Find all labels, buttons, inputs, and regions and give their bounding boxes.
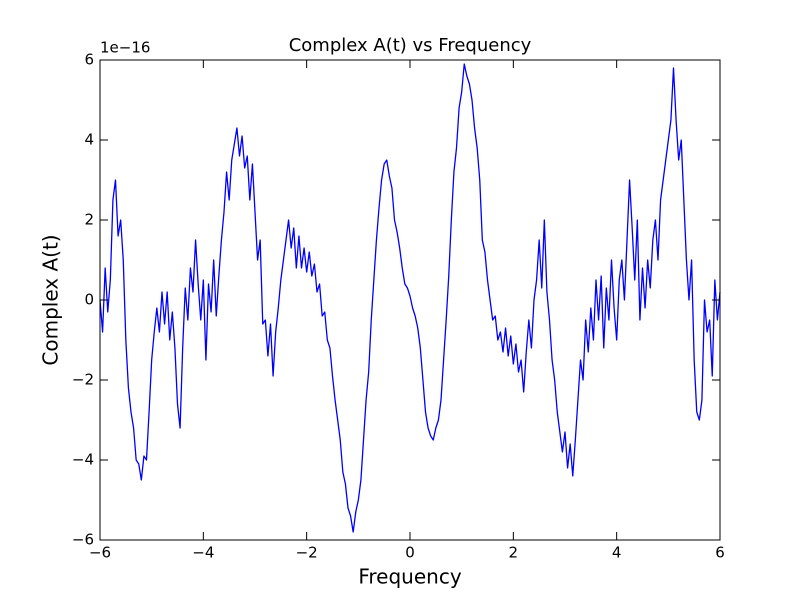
y-axis-label: Complex A(t) bbox=[39, 234, 63, 365]
y-tick-label: 4 bbox=[84, 131, 94, 149]
x-tick-label: 6 bbox=[715, 544, 725, 562]
chart-title: Complex A(t) vs Frequency bbox=[289, 35, 532, 56]
y-tick-label: −6 bbox=[72, 531, 94, 549]
x-tick-label: 4 bbox=[612, 544, 622, 562]
x-axis-label: Frequency bbox=[358, 565, 461, 589]
y-tick-label: −4 bbox=[72, 451, 94, 469]
x-tick-label: 0 bbox=[405, 544, 415, 562]
data-line bbox=[99, 63, 721, 533]
y-tick-label: 0 bbox=[84, 291, 94, 309]
y-tick-label: 2 bbox=[84, 211, 94, 229]
y-tick-label: 6 bbox=[84, 51, 94, 69]
y-offset-label: 1e−16 bbox=[100, 39, 150, 57]
x-tick-label: −6 bbox=[89, 544, 111, 562]
x-tick-label: 2 bbox=[509, 544, 519, 562]
x-tick-label: −2 bbox=[296, 544, 318, 562]
y-tick-label: −2 bbox=[72, 371, 94, 389]
x-tick-label: −4 bbox=[192, 544, 214, 562]
